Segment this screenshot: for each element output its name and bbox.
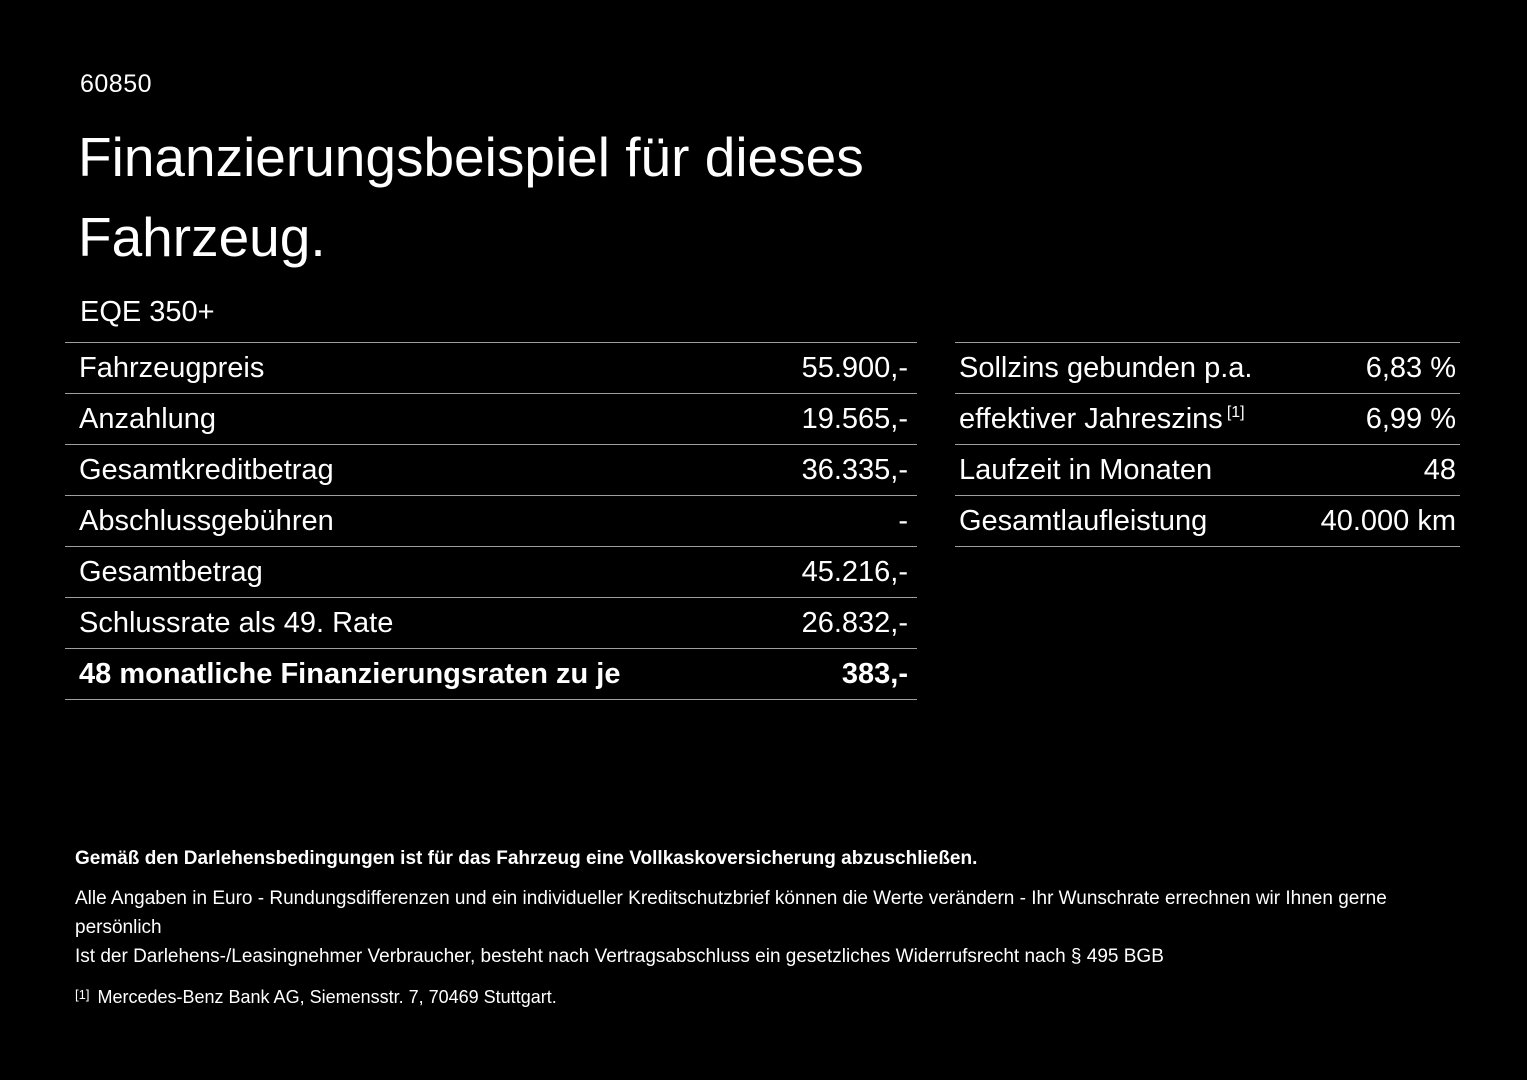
financing-table-left: Fahrzeugpreis 55.900,- Anzahlung 19.565,… [65,342,917,700]
table-row: Sollzins gebunden p.a. 6,83 % [955,343,1460,394]
row-label: effektiver Jahreszins [1] [959,402,1245,435]
reference-text: Mercedes-Benz Bank AG, Siemensstr. 7, 70… [97,987,557,1007]
note-line1: Alle Angaben in Euro - Rundungsdifferenz… [75,888,1387,938]
table-row: Laufzeit in Monaten 48 [955,445,1460,496]
table-row: effektiver Jahreszins [1] 6,99 % [955,394,1460,445]
page-title-line1: Finanzierungsbeispiel für dieses [78,126,864,188]
row-label: 48 monatliche Finanzierungsraten zu je [79,657,621,690]
table-row: Gesamtlaufleistung 40.000 km [955,496,1460,547]
table-row-monthly-rate: 48 monatliche Finanzierungsraten zu je 3… [65,649,917,700]
reference-marker: [1] [75,987,90,1002]
row-value: 55.900,- [801,351,908,384]
row-label: Sollzins gebunden p.a. [955,352,1256,385]
note-line2: Ist der Darlehens-/Leasingnehmer Verbrau… [75,946,1164,967]
row-label: Anzahlung [79,402,217,435]
bank-reference: [1] Mercedes-Benz Bank AG, Siemensstr. 7,… [75,987,1465,1008]
row-value: 45.216,- [801,555,908,588]
row-value: 48 [1423,453,1456,486]
row-value: 26.832,- [801,606,908,639]
row-value: 19.565,- [801,402,908,435]
footnote-marker [1252,353,1256,370]
table-row: Gesamtkreditbetrag 36.335,- [65,445,917,496]
row-value: - [898,504,908,537]
row-value: 6,83 % [1365,351,1456,384]
row-label: Fahrzeugpreis [79,351,265,384]
table-row: Gesamtbetrag 45.216,- [65,547,917,598]
table-row: Anzahlung 19.565,- [65,394,917,445]
table-row: Fahrzeugpreis 55.900,- [65,343,917,394]
row-value: 40.000 km [1320,504,1456,537]
footnote-marker: [1] [1226,403,1245,421]
insurance-note: Gemäß den Darlehensbedingungen ist für d… [75,848,978,869]
row-label: Laufzeit in Monaten [955,454,1216,487]
vehicle-model: EQE 350+ [80,296,215,328]
footnote-marker [1212,455,1216,472]
footnote-marker [1207,506,1211,523]
row-value: 383,- [841,657,908,690]
row-label: Schlussrate als 49. Rate [79,606,394,639]
table-row: Abschlussgebühren - [65,496,917,547]
row-value: 6,99 % [1365,402,1456,435]
page-title-line2: Fahrzeug. [78,205,326,268]
row-label: Gesamtbetrag [79,555,263,588]
row-label: Gesamtlaufleistung [955,505,1211,538]
row-value: 36.335,- [801,453,908,486]
row-label: Gesamtkreditbetrag [79,453,334,486]
page-title: Finanzierungsbeispiel für dieses Fahrzeug… [78,118,864,278]
footnotes: Gemäß den Darlehensbedingungen ist für d… [75,848,1465,1008]
offer-number: 60850 [80,70,153,98]
row-label: Abschlussgebühren [79,504,334,537]
table-row: Schlussrate als 49. Rate 26.832,- [65,598,917,649]
financing-table-right: Sollzins gebunden p.a. 6,83 % effektiver… [955,342,1460,547]
general-notes: Alle Angaben in Euro - Rundungsdifferenz… [75,884,1465,971]
